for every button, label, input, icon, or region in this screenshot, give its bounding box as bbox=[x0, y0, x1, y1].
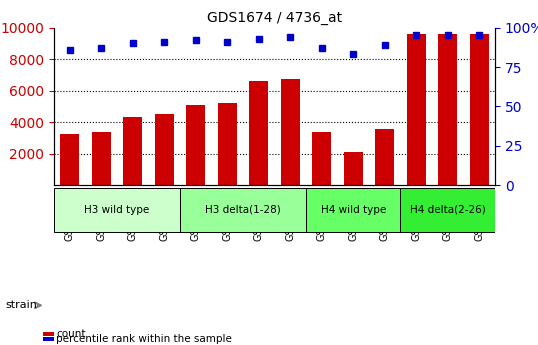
Text: strain: strain bbox=[5, 300, 37, 310]
Bar bbox=[186, 105, 205, 185]
Bar bbox=[407, 34, 426, 185]
Text: count: count bbox=[56, 329, 86, 339]
FancyBboxPatch shape bbox=[54, 188, 180, 232]
FancyBboxPatch shape bbox=[400, 188, 495, 232]
Text: H3 delta(1-28): H3 delta(1-28) bbox=[205, 205, 281, 215]
Text: percentile rank within the sample: percentile rank within the sample bbox=[56, 335, 232, 344]
FancyBboxPatch shape bbox=[180, 188, 306, 232]
Text: H4 delta(2-26): H4 delta(2-26) bbox=[410, 205, 486, 215]
Title: GDS1674 / 4736_at: GDS1674 / 4736_at bbox=[207, 11, 342, 25]
Bar bbox=[154, 114, 174, 185]
Bar bbox=[60, 134, 79, 185]
Bar bbox=[218, 103, 237, 185]
Bar bbox=[375, 129, 394, 185]
Bar bbox=[312, 132, 331, 185]
Text: H4 wild type: H4 wild type bbox=[321, 205, 386, 215]
Bar bbox=[91, 132, 110, 185]
FancyBboxPatch shape bbox=[306, 188, 400, 232]
Bar bbox=[249, 81, 268, 185]
Bar bbox=[123, 118, 142, 185]
Bar bbox=[344, 152, 363, 185]
Text: H3 wild type: H3 wild type bbox=[84, 205, 150, 215]
Bar bbox=[281, 79, 300, 185]
Bar bbox=[470, 34, 489, 185]
Bar bbox=[438, 34, 457, 185]
